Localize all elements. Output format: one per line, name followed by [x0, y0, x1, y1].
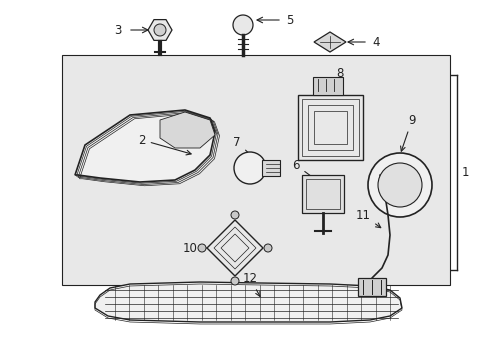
Text: 3: 3	[114, 23, 122, 36]
Text: 9: 9	[400, 113, 415, 151]
Bar	[62, 55, 449, 285]
Bar	[357, 278, 385, 296]
Text: 10: 10	[183, 242, 236, 255]
Bar	[297, 95, 362, 160]
Text: 1: 1	[461, 166, 468, 179]
Text: 11: 11	[355, 208, 380, 228]
Polygon shape	[313, 32, 346, 52]
Text: 12: 12	[242, 271, 260, 297]
Polygon shape	[75, 110, 215, 182]
Circle shape	[230, 277, 239, 285]
Circle shape	[198, 244, 205, 252]
Polygon shape	[95, 282, 401, 322]
Text: 5: 5	[285, 14, 293, 27]
Text: 6: 6	[292, 158, 319, 183]
Bar	[305, 179, 339, 209]
Polygon shape	[206, 220, 263, 276]
Circle shape	[234, 152, 265, 184]
Bar	[262, 160, 280, 176]
Circle shape	[264, 244, 271, 252]
Circle shape	[232, 15, 252, 35]
Bar	[313, 111, 346, 144]
Circle shape	[154, 24, 165, 36]
Circle shape	[230, 211, 239, 219]
Bar	[307, 105, 352, 150]
Bar	[302, 99, 358, 156]
Text: 4: 4	[371, 36, 379, 49]
Circle shape	[367, 153, 431, 217]
Bar	[312, 77, 342, 95]
Polygon shape	[160, 112, 215, 148]
Bar	[302, 175, 343, 213]
Circle shape	[377, 163, 421, 207]
Text: 2: 2	[138, 134, 191, 155]
Text: 7: 7	[233, 135, 255, 159]
Text: 8: 8	[324, 67, 343, 92]
